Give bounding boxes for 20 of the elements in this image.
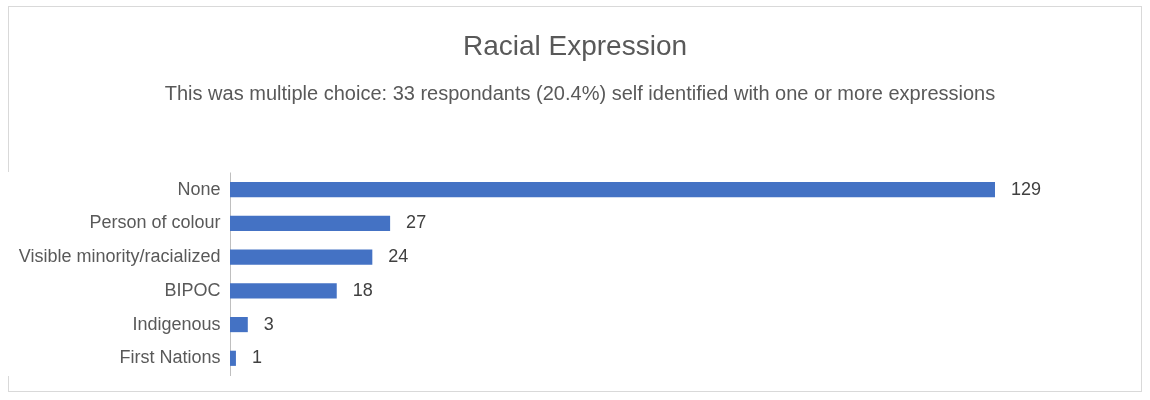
bar (230, 182, 995, 198)
y-tick-label: Visible minority/racialized (18, 246, 221, 267)
y-tick-label: None (177, 178, 221, 199)
data-label: 3 (263, 313, 274, 334)
y-tick-label: First Nations (119, 347, 221, 368)
y-tick-label: Person of colour (89, 212, 221, 233)
bar (230, 316, 248, 333)
bar (230, 249, 373, 265)
bar (230, 350, 236, 366)
chart-subtitle: This was multiple choice: 33 respondants (20.4%) self identified with one or more expressions (163, 81, 997, 106)
data-label: 27 (406, 212, 427, 233)
data-label: 18 (352, 279, 373, 300)
y-tick-label: BIPOC (164, 279, 221, 300)
data-label: 129 (1011, 178, 1042, 199)
chart-title: Racial Expression (461, 30, 689, 62)
bar (230, 215, 391, 232)
y-tick-label: Indigenous (132, 313, 221, 334)
bar (230, 283, 337, 299)
data-label: 1 (251, 347, 262, 368)
data-label: 24 (388, 246, 409, 267)
